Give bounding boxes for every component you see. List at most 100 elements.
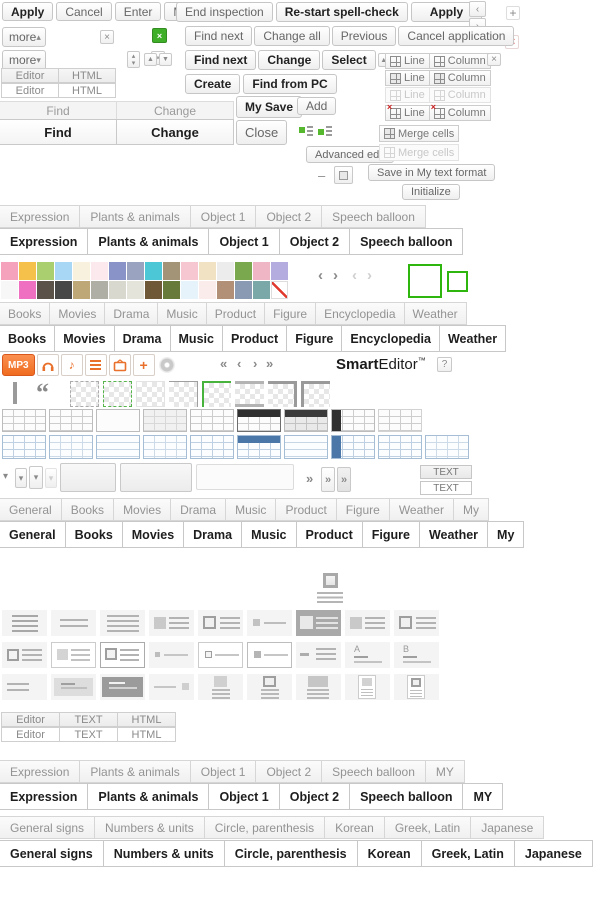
- border-style-option[interactable]: [103, 381, 132, 407]
- layout-template-option[interactable]: [51, 674, 96, 700]
- more-up-button[interactable]: more ▴: [2, 27, 46, 47]
- media-tab[interactable]: Figure: [264, 302, 317, 325]
- tv-icon[interactable]: [108, 354, 131, 376]
- color-swatch[interactable]: [199, 262, 216, 280]
- arrow-down-button[interactable]: ▼: [159, 53, 172, 66]
- emoticon-my-tab[interactable]: MY: [424, 760, 465, 783]
- general-tab[interactable]: Books: [64, 521, 123, 548]
- mode-tab[interactable]: HTML: [58, 68, 116, 83]
- blank-button-large[interactable]: [196, 464, 294, 490]
- media-tab[interactable]: Movies: [54, 325, 115, 352]
- change-strong-button[interactable]: Change: [258, 50, 321, 70]
- find-change-tab[interactable]: Find: [0, 101, 117, 121]
- emoticon-tab[interactable]: Speech balloon: [349, 228, 464, 255]
- color-swatch[interactable]: [145, 262, 162, 280]
- border-style-option[interactable]: [301, 381, 330, 407]
- find-next-button[interactable]: Find next: [185, 26, 253, 46]
- general-tab[interactable]: Product: [295, 521, 363, 548]
- find-change-tab[interactable]: Find: [0, 119, 117, 145]
- dropdown-caret-button-2[interactable]: ▾: [29, 466, 43, 489]
- pager-prev-icon[interactable]: ‹: [237, 356, 242, 371]
- spinner-stepper[interactable]: ▴ ▾: [127, 51, 140, 68]
- emoticon-my-tab[interactable]: Speech balloon: [321, 760, 426, 783]
- general-tab[interactable]: Movies: [121, 521, 185, 548]
- sign-tab[interactable]: Japanese: [513, 840, 593, 867]
- color-swatch[interactable]: [181, 262, 198, 280]
- layout-template-option[interactable]: [51, 642, 96, 668]
- emoticon-my-tab[interactable]: Object 2: [278, 783, 351, 810]
- layout-template-option[interactable]: [198, 610, 243, 636]
- table-style-option[interactable]: [331, 409, 375, 432]
- pager-last-icon[interactable]: »: [266, 356, 274, 371]
- table-style-option[interactable]: [237, 409, 281, 432]
- insert-line-button[interactable]: Line: [385, 53, 430, 69]
- emoticon-my-tab[interactable]: Expression: [0, 783, 89, 810]
- emoticon-tab[interactable]: Plants & animals: [79, 205, 191, 228]
- sign-tab[interactable]: Numbers & units: [94, 816, 205, 839]
- cancel-button[interactable]: Cancel: [56, 2, 112, 21]
- layout-template-option[interactable]: [296, 642, 341, 668]
- arrow-up-button[interactable]: ▲: [144, 53, 157, 66]
- layout-template-option[interactable]: [149, 674, 194, 700]
- media-tab[interactable]: Figure: [286, 325, 343, 352]
- layout-template-option[interactable]: [247, 674, 292, 700]
- vertical-bar-style[interactable]: [13, 382, 17, 404]
- table-style-option[interactable]: [2, 435, 46, 459]
- insert-column-button-2[interactable]: Column: [428, 70, 491, 86]
- layout-template-option[interactable]: [100, 642, 145, 668]
- media-tab[interactable]: Music: [157, 302, 207, 325]
- change-all-button[interactable]: Change all: [254, 26, 330, 46]
- color-swatch[interactable]: [217, 262, 234, 280]
- emoticon-my-tab[interactable]: Expression: [0, 760, 81, 783]
- selected-frame-large[interactable]: [408, 264, 442, 298]
- general-tab[interactable]: Drama: [183, 521, 243, 548]
- texture-swatch[interactable]: [145, 281, 162, 299]
- general-tab[interactable]: Weather: [388, 498, 454, 521]
- my-save-button[interactable]: My Save: [236, 96, 303, 118]
- media-tab[interactable]: Movies: [49, 302, 106, 325]
- emoticon-my-tab[interactable]: Object 1: [189, 760, 257, 783]
- border-style-option[interactable]: [202, 381, 231, 407]
- expand-chevrons-icon[interactable]: »: [306, 471, 314, 486]
- layout-template-option[interactable]: B: [394, 642, 439, 668]
- general-tab[interactable]: General: [0, 521, 66, 548]
- table-style-option[interactable]: [378, 409, 422, 432]
- emoticon-tab[interactable]: Object 2: [278, 228, 351, 255]
- create-button[interactable]: Create: [185, 74, 241, 94]
- color-swatch[interactable]: [91, 262, 108, 280]
- table-style-option[interactable]: [190, 435, 234, 459]
- mode2-tab[interactable]: TEXT: [59, 712, 118, 727]
- help-button[interactable]: ?: [437, 357, 452, 372]
- emoticon-tab[interactable]: Object 2: [255, 205, 323, 228]
- music-note-icon[interactable]: ♪: [60, 354, 83, 376]
- emoticon-tab[interactable]: Object 1: [189, 205, 257, 228]
- sign-tab[interactable]: Korean: [356, 840, 422, 867]
- general-tab[interactable]: Movies: [113, 498, 172, 521]
- mode2-tab[interactable]: HTML: [117, 712, 176, 727]
- layout-template-option[interactable]: [198, 674, 243, 700]
- general-tab[interactable]: Figure: [361, 521, 420, 548]
- blank-button-medium[interactable]: [120, 463, 192, 492]
- emoticon-tab[interactable]: Plants & animals: [87, 228, 210, 255]
- emoticon-tab[interactable]: Expression: [0, 228, 89, 255]
- media-tab[interactable]: Books: [0, 325, 56, 352]
- media-tab[interactable]: Drama: [113, 325, 171, 352]
- plus-icon[interactable]: +: [506, 6, 520, 20]
- mode2-tab[interactable]: TEXT: [59, 727, 118, 742]
- table-style-option[interactable]: [284, 435, 328, 459]
- general-tab[interactable]: Drama: [170, 498, 227, 521]
- pager-first-icon[interactable]: «: [220, 356, 228, 371]
- color-swatch[interactable]: [109, 262, 126, 280]
- texture-swatch[interactable]: [1, 281, 18, 299]
- expand-chevrons-button-2[interactable]: »: [337, 467, 351, 492]
- general-tab[interactable]: My: [487, 521, 525, 548]
- layout-template-option[interactable]: [296, 674, 341, 700]
- close-button[interactable]: Close: [236, 120, 288, 145]
- color-swatch[interactable]: [37, 262, 54, 280]
- color-swatch[interactable]: [127, 262, 144, 280]
- layout-template-option[interactable]: [2, 674, 47, 700]
- text-mode-button-2[interactable]: TEXT: [420, 481, 472, 495]
- border-style-option[interactable]: [235, 381, 264, 407]
- texture-swatch[interactable]: [37, 281, 54, 299]
- playlist-icon[interactable]: [84, 354, 107, 376]
